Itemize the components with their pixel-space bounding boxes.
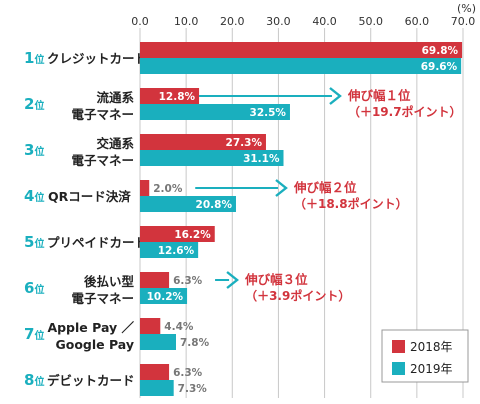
rank-label: 1位 xyxy=(24,49,44,67)
bar-2018 xyxy=(140,364,170,380)
x-tick-label: 20.0 xyxy=(220,15,245,28)
rank-number: 5 xyxy=(24,233,34,251)
bar-value-label: 2.0% xyxy=(153,183,183,195)
rank-number: 7 xyxy=(24,325,34,343)
x-tick-label: 70.0 xyxy=(451,15,476,28)
bar-2018 xyxy=(140,180,150,196)
rank-label: 5位 xyxy=(24,233,44,251)
growth-arrow-head xyxy=(329,87,342,105)
category-label: 電子マネー xyxy=(71,153,134,168)
rank-label: 2位 xyxy=(24,95,44,113)
rank-number: 3 xyxy=(24,141,34,159)
x-tick-label: 0.0 xyxy=(131,15,149,28)
rank-number: 1 xyxy=(24,49,34,67)
bar-value-label: 69.8% xyxy=(422,45,459,57)
x-tick-label: 50.0 xyxy=(358,15,383,28)
growth-annotation-title: 伸び幅２位 xyxy=(293,180,357,195)
category-label: Google Pay xyxy=(55,337,134,352)
rank-suffix: 位 xyxy=(34,283,44,296)
bar-value-label: 6.3% xyxy=(173,275,203,287)
growth-annotation-detail: （＋3.9ポイント） xyxy=(245,288,350,303)
growth-annotation-title: 伸び幅３位 xyxy=(244,272,308,287)
growth-arrow-head xyxy=(226,271,239,289)
bar-value-label: 12.6% xyxy=(158,245,195,257)
rank-suffix: 位 xyxy=(34,329,44,342)
bar-value-label: 7.8% xyxy=(180,337,210,349)
category-label: デビットカード xyxy=(47,373,135,388)
bar-2019 xyxy=(140,242,199,258)
bar-value-label: 7.3% xyxy=(178,383,208,395)
category-label: 後払い型 xyxy=(84,274,135,289)
x-tick-label: 10.0 xyxy=(174,15,199,28)
bar-2018 xyxy=(140,318,161,334)
rank-number: 8 xyxy=(24,371,34,389)
bar-value-label: 32.5% xyxy=(250,107,287,119)
rank-suffix: 位 xyxy=(34,145,44,158)
rank-label: 4位 xyxy=(24,187,44,205)
bar-2019 xyxy=(140,150,284,166)
rank-suffix: 位 xyxy=(34,99,44,112)
category-label: クレジットカード xyxy=(47,51,147,66)
bar-2019 xyxy=(140,58,462,74)
bar-2019 xyxy=(140,380,174,396)
bar-2018 xyxy=(140,88,200,104)
bar-value-label: 27.3% xyxy=(226,137,263,149)
category-label: 電子マネー xyxy=(71,291,134,306)
bar-2018 xyxy=(140,272,170,288)
category-label: プリペイドカード xyxy=(47,235,147,250)
rank-suffix: 位 xyxy=(34,191,44,204)
x-tick-label: 30.0 xyxy=(266,15,291,28)
rank-label: 3位 xyxy=(24,141,44,159)
bar-value-label: 16.2% xyxy=(174,229,211,241)
growth-annotation-detail: （＋18.8ポイント） xyxy=(294,196,408,211)
bar-value-label: 4.4% xyxy=(164,321,194,333)
category-label: QRコード決済 xyxy=(48,189,131,204)
rank-suffix: 位 xyxy=(34,237,44,250)
x-tick-label: 60.0 xyxy=(405,15,430,28)
growth-annotation-title: 伸び幅１位 xyxy=(347,88,411,103)
rank-number: 6 xyxy=(24,279,34,297)
bar-2018 xyxy=(140,226,215,242)
bar-value-label: 6.3% xyxy=(173,367,203,379)
legend-label: 2018年 xyxy=(410,340,453,354)
category-label: Apple Pay ／ xyxy=(47,320,134,335)
category-label: 電子マネー xyxy=(71,107,134,122)
bar-value-label: 20.8% xyxy=(196,199,233,211)
legend-swatch xyxy=(392,362,405,375)
rank-label: 7位 xyxy=(24,325,44,343)
unit-label: (%) xyxy=(457,2,476,15)
legend-label: 2019年 xyxy=(410,362,453,376)
x-tick-label: 40.0 xyxy=(312,15,337,28)
bar-2018 xyxy=(140,42,463,58)
bar-2019 xyxy=(140,104,290,120)
rank-number: 4 xyxy=(24,187,34,205)
rank-suffix: 位 xyxy=(34,375,44,388)
growth-annotation-detail: （＋19.7ポイント） xyxy=(348,104,462,119)
category-label: 流通系 xyxy=(96,90,134,105)
legend-swatch xyxy=(392,340,405,353)
bar-2018 xyxy=(140,134,266,150)
category-label: 交通系 xyxy=(96,136,134,151)
rank-number: 2 xyxy=(24,95,34,113)
bar-value-label: 69.6% xyxy=(421,61,458,73)
bar-value-label: 31.1% xyxy=(243,153,280,165)
bar-2019 xyxy=(140,196,236,212)
bar-2019 xyxy=(140,334,176,350)
rank-label: 8位 xyxy=(24,371,44,389)
bar-2019 xyxy=(140,288,188,304)
rank-label: 6位 xyxy=(24,279,44,297)
growth-arrow-head xyxy=(275,179,288,197)
bar-value-label: 12.8% xyxy=(159,91,196,103)
rank-suffix: 位 xyxy=(34,53,44,66)
bar-value-label: 10.2% xyxy=(147,291,184,303)
